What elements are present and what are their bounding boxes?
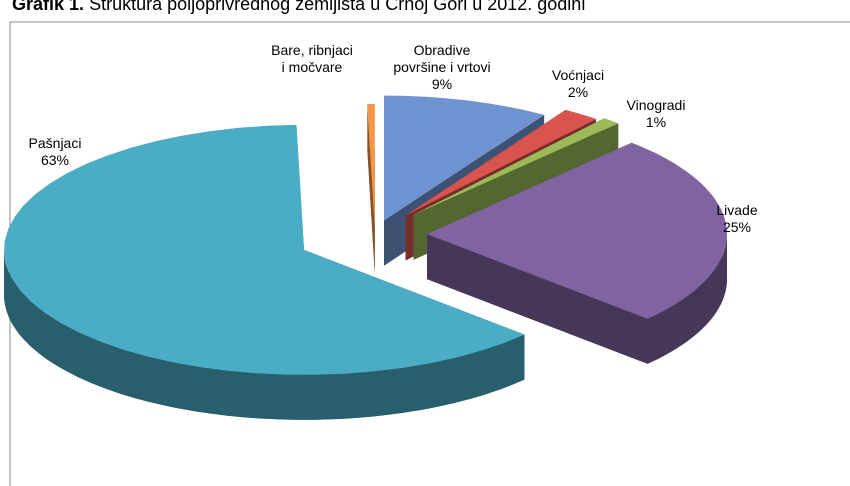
labels: Obradive površine i vrtovi 9% Voćnjaci 2% Vin… — [29, 42, 758, 235]
category-line: Obradive — [414, 42, 471, 58]
category-line: Bare, ribnjaci — [271, 42, 353, 58]
slice-top — [405, 109, 596, 216]
category-line: površine i vrtovi — [393, 59, 490, 75]
value-label: 25% — [723, 219, 751, 235]
value-label: 9% — [432, 76, 452, 92]
category-label: Voćnjaci — [552, 67, 604, 83]
category-label: Livade — [716, 202, 757, 218]
slice — [4, 124, 525, 420]
data-label: Voćnjaci 2% — [552, 67, 604, 100]
category-label: Pašnjaci — [29, 135, 82, 151]
slice-side — [647, 234, 727, 364]
category-label: Obradive površine i vrtovi — [393, 42, 490, 75]
data-label: Livade 25% — [716, 202, 757, 235]
pie — [4, 95, 727, 420]
title-prefix: Grafik 1. — [12, 0, 84, 14]
slice-top — [367, 104, 375, 229]
slice-wall — [427, 234, 648, 364]
chart-title: Grafik 1. Struktura poljoprivrednog zeml… — [12, 0, 585, 14]
category-line: i močvare — [282, 59, 343, 75]
value-label: 1% — [646, 114, 666, 130]
value-label: 63% — [41, 152, 69, 168]
value-label: 2% — [568, 84, 588, 100]
title-text: Struktura poljoprivrednog zemljišta u Cr… — [89, 0, 585, 14]
category-label: Bare, ribnjaci i močvare — [271, 42, 353, 75]
data-label: Obradive površine i vrtovi 9% — [393, 42, 490, 92]
data-label: Pašnjaci 63% — [29, 135, 82, 168]
slice-top — [4, 124, 525, 375]
data-label: Bare, ribnjaci i močvare — [271, 42, 353, 75]
slice-wall — [367, 104, 375, 274]
data-label: Vinogradi 1% — [627, 97, 686, 130]
category-label: Vinogradi — [627, 97, 686, 113]
slice-top — [427, 142, 727, 319]
slice-top — [413, 118, 619, 215]
slice — [367, 104, 375, 274]
slice-top — [384, 95, 545, 221]
slice — [427, 142, 727, 364]
slice-side — [4, 249, 525, 420]
